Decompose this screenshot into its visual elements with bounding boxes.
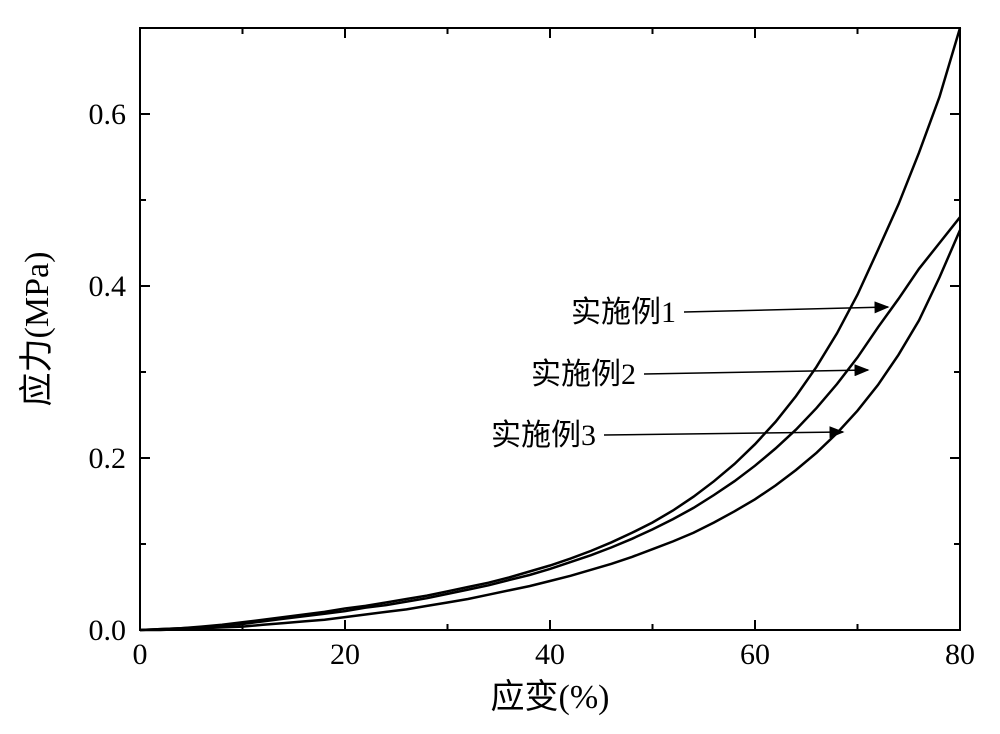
- x-tick-label: 0: [133, 638, 148, 671]
- series-label-1: 实施例1: [571, 296, 676, 329]
- series-curve-1: [140, 28, 960, 630]
- plot-border: [140, 28, 960, 630]
- x-tick-label: 40: [535, 638, 565, 671]
- y-tick-label: 0.2: [89, 442, 127, 475]
- x-tick-label: 80: [945, 638, 975, 671]
- y-tick-label: 0.4: [89, 270, 127, 303]
- annotation-arrow-3: [604, 432, 843, 435]
- stress-strain-chart: 0 20 40 60 80 0.0 0.2 0.4 0.6 应变(%) 应力(MPa) 实施例1 实施例…: [0, 0, 1000, 734]
- y-axis-label: 应力(MPa): [18, 252, 56, 407]
- x-axis-label: 应变(%): [491, 678, 610, 716]
- x-tick-label: 60: [740, 638, 770, 671]
- series-label-3: 实施例3: [491, 419, 596, 452]
- annotation-arrow-2: [644, 370, 868, 374]
- y-tick-label: 0.6: [89, 98, 127, 131]
- series-label-2: 实施例2: [531, 358, 636, 391]
- chart-container: 0 20 40 60 80 0.0 0.2 0.4 0.6 应变(%) 应力(MPa) 实施例1 实施例…: [0, 0, 1000, 734]
- y-tick-label: 0.0: [89, 614, 127, 647]
- x-tick-label: 20: [330, 638, 360, 671]
- annotation-arrow-1: [684, 307, 888, 312]
